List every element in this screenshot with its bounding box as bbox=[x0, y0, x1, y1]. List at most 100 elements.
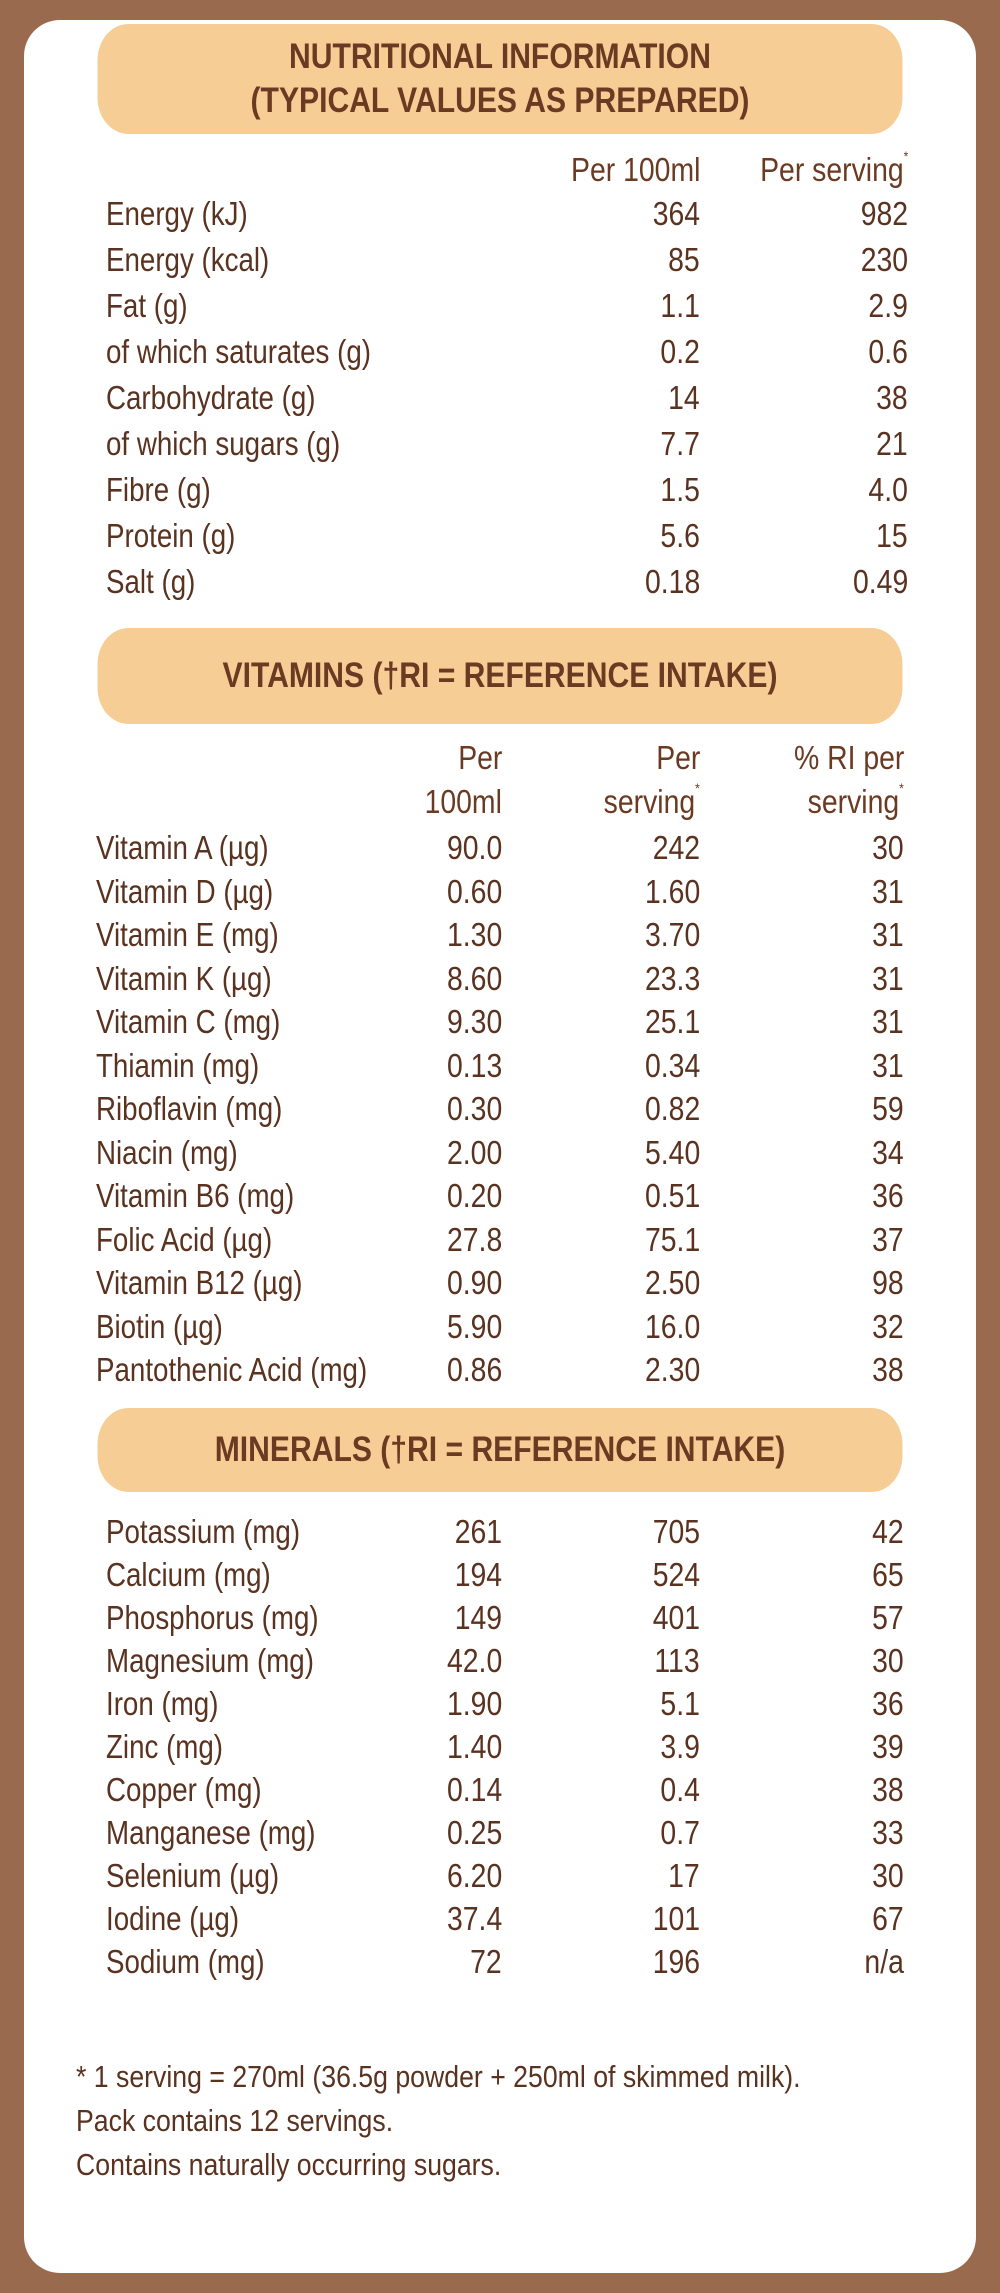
per100-value: 6.20 bbox=[446, 1857, 502, 1894]
per100-value: 7.7 bbox=[660, 425, 700, 462]
ri-value: 32 bbox=[872, 1307, 904, 1345]
ri-value: 31 bbox=[872, 1046, 904, 1084]
per100-value: 0.86 bbox=[446, 1351, 502, 1388]
serving-value: 0.51 bbox=[644, 1177, 700, 1214]
vit-ri-serving-header-text: serving bbox=[807, 783, 900, 820]
vitamins-row: Folic Acid (µg) 27.8 75.1 37 bbox=[24, 1218, 976, 1262]
per100-value: 0.18 bbox=[644, 563, 700, 600]
vitamins-row: Vitamin B6 (mg) 0.20 0.51 36 bbox=[24, 1174, 976, 1218]
nutrition-header-row: Per 100ml Per serving* bbox=[24, 148, 976, 192]
nutrient-label: Phosphorus (mg) bbox=[106, 1599, 319, 1636]
serving-value: 0.7 bbox=[660, 1814, 700, 1851]
vitamins-row: Pantothenic Acid (mg) 0.86 2.30 38 bbox=[24, 1348, 976, 1392]
ri-value: 30 bbox=[872, 1857, 904, 1894]
serving-value: 16.0 bbox=[644, 1307, 700, 1345]
ri-value: 30 bbox=[872, 829, 904, 866]
vit-ri-serving-header: serving* bbox=[808, 780, 904, 824]
serving-value: 705 bbox=[652, 1513, 700, 1550]
per-100ml-header: Per 100ml bbox=[570, 151, 700, 188]
ri-value: 67 bbox=[872, 1900, 904, 1937]
per100-value: 194 bbox=[454, 1556, 502, 1593]
vitamins-row: Vitamin E (mg) 1.30 3.70 31 bbox=[24, 913, 976, 957]
vit-serving-header-text: serving bbox=[603, 783, 696, 820]
nutrient-label: Thiamin (mg) bbox=[96, 1046, 260, 1084]
vitamins-row: Vitamin K (µg) 8.60 23.3 31 bbox=[24, 957, 976, 1001]
serving-value: 0.4 bbox=[660, 1771, 700, 1808]
minerals-row: Copper (mg) 0.14 0.4 38 bbox=[24, 1768, 976, 1812]
minerals-row: Sodium (mg) 72 196 n/a bbox=[24, 1940, 976, 1984]
vit-serving-footnote-mark: * bbox=[695, 780, 700, 796]
vitamins-title: VITAMINS (†RI = REFERENCE INTAKE) bbox=[222, 656, 778, 695]
nutrient-label: Calcium (mg) bbox=[106, 1556, 271, 1593]
serving-value: 25.1 bbox=[644, 1003, 700, 1040]
minerals-row: Phosphorus (mg) 149 401 57 bbox=[24, 1596, 976, 1640]
minerals-title-band: MINERALS (†RI = REFERENCE INTAKE) bbox=[97, 1408, 903, 1492]
vitamins-row: Biotin (µg) 5.90 16.0 32 bbox=[24, 1305, 976, 1349]
vit-ri-footnote-mark: * bbox=[899, 780, 904, 796]
serving-value: 38 bbox=[876, 379, 908, 416]
nutrient-label: Vitamin B6 (mg) bbox=[96, 1177, 295, 1214]
per100-value: 364 bbox=[652, 195, 700, 232]
serving-value: 5.1 bbox=[660, 1685, 700, 1722]
nutrient-label: Pantothenic Acid (mg) bbox=[96, 1351, 368, 1388]
nutrition-row: of which saturates (g) 0.2 0.6 bbox=[24, 330, 976, 374]
footnote-sugars: Contains naturally occurring sugars. bbox=[76, 2147, 502, 2182]
ri-value: 31 bbox=[872, 872, 904, 910]
serving-value: 0.34 bbox=[644, 1046, 700, 1084]
nutrition-label-panel: NUTRITIONAL INFORMATION (TYPICAL VALUES … bbox=[24, 20, 976, 2273]
nutrient-label: Vitamin C (mg) bbox=[96, 1003, 281, 1040]
vit-100ml-header: 100ml bbox=[424, 783, 502, 820]
nutrient-label: of which saturates (g) bbox=[106, 333, 371, 370]
nutrient-label: Energy (kcal) bbox=[106, 241, 270, 278]
serving-value: 75.1 bbox=[644, 1220, 700, 1258]
ri-value: 36 bbox=[872, 1685, 904, 1722]
nutrient-label: Vitamin K (µg) bbox=[96, 959, 272, 997]
nutrient-label: Zinc (mg) bbox=[106, 1728, 224, 1765]
per100-value: 149 bbox=[454, 1599, 502, 1636]
ri-value: 65 bbox=[872, 1556, 904, 1593]
vit-per-header: Per bbox=[457, 739, 502, 776]
serving-value: 242 bbox=[652, 829, 700, 866]
vitamins-row: Thiamin (mg) 0.13 0.34 31 bbox=[24, 1044, 976, 1088]
nutrient-label: Salt (g) bbox=[106, 563, 196, 600]
serving-value: 0.82 bbox=[644, 1090, 700, 1127]
nutrition-title-band: NUTRITIONAL INFORMATION (TYPICAL VALUES … bbox=[97, 24, 903, 134]
vitamins-row: Vitamin D (µg) 0.60 1.60 31 bbox=[24, 870, 976, 914]
nutrition-row: Energy (kcal) 85 230 bbox=[24, 238, 976, 282]
serving-value: 113 bbox=[654, 1642, 700, 1679]
nutrient-label: Fat (g) bbox=[106, 287, 188, 324]
per100-value: 27.8 bbox=[446, 1220, 502, 1258]
per100-value: 14 bbox=[668, 379, 700, 416]
serving-value: 401 bbox=[652, 1599, 700, 1636]
nutrient-label: Manganese (mg) bbox=[106, 1814, 316, 1851]
per100-value: 0.2 bbox=[660, 333, 700, 370]
ri-value: 31 bbox=[872, 1003, 904, 1040]
nutrition-row: of which sugars (g) 7.7 21 bbox=[24, 422, 976, 466]
serving-value: 1.60 bbox=[644, 872, 700, 910]
ri-value: 98 bbox=[872, 1264, 904, 1301]
ri-value: 36 bbox=[872, 1177, 904, 1214]
per-serving-header: Per serving* bbox=[760, 148, 908, 192]
ri-value: 37 bbox=[872, 1220, 904, 1258]
ri-value: 33 bbox=[872, 1814, 904, 1851]
minerals-row: Zinc (mg) 1.40 3.9 39 bbox=[24, 1725, 976, 1769]
nutrition-row: Fibre (g) 1.5 4.0 bbox=[24, 468, 976, 512]
per100-value: 5.90 bbox=[446, 1307, 502, 1345]
nutrient-label: Energy (kJ) bbox=[106, 195, 248, 232]
serving-value: 4.0 bbox=[868, 471, 908, 508]
vit-per-serving-header: Per bbox=[655, 739, 700, 776]
per100-value: 1.40 bbox=[446, 1728, 502, 1765]
ri-value: 31 bbox=[872, 916, 904, 953]
nutrient-label: Potassium (mg) bbox=[106, 1513, 301, 1550]
serving-value: 2.9 bbox=[868, 287, 908, 324]
nutrient-label: Folic Acid (µg) bbox=[96, 1220, 273, 1258]
nutrient-label: Vitamin A (µg) bbox=[96, 829, 269, 866]
vit-ri-header: % RI per bbox=[793, 739, 904, 776]
ri-value: 38 bbox=[872, 1351, 904, 1388]
nutrient-label: Niacin (mg) bbox=[96, 1133, 238, 1171]
nutrient-label: Copper (mg) bbox=[106, 1771, 262, 1808]
nutrient-label: Sodium (mg) bbox=[106, 1943, 265, 1980]
nutrition-row: Salt (g) 0.18 0.49 bbox=[24, 560, 976, 604]
nutrition-row: Carbohydrate (g) 14 38 bbox=[24, 376, 976, 420]
per-serving-footnote-mark: * bbox=[903, 148, 908, 164]
